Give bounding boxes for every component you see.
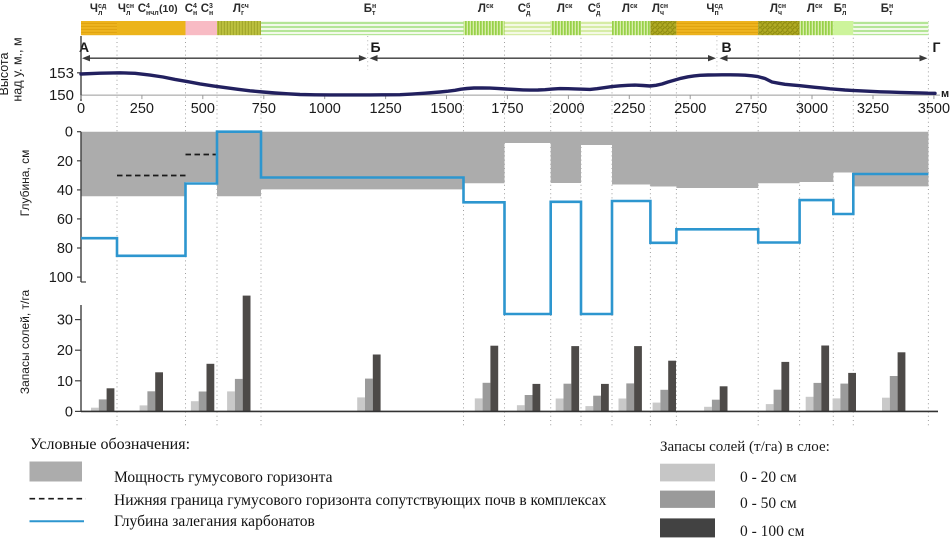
svg-text:Л: Л — [652, 3, 660, 15]
svg-text:3: 3 — [209, 3, 213, 10]
svg-text:г: г — [241, 10, 244, 17]
svg-text:100: 100 — [49, 270, 73, 286]
svg-text:Нижняя граница гумусового гори: Нижняя граница гумусового горизонта сопу… — [114, 492, 607, 509]
svg-text:Глубина, см: Глубина, см — [18, 150, 32, 217]
svg-text:С: С — [138, 3, 146, 15]
svg-text:30: 30 — [57, 313, 73, 329]
svg-text:над у. м., м: над у. м., м — [11, 37, 25, 101]
svg-text:150: 150 — [49, 87, 74, 104]
svg-text:т: т — [372, 10, 376, 17]
svg-text:3000: 3000 — [796, 101, 828, 117]
svg-text:0 - 100 см: 0 - 100 см — [740, 523, 805, 538]
svg-text:2500: 2500 — [674, 101, 706, 117]
svg-text:500: 500 — [191, 101, 215, 117]
svg-text:сн: сн — [126, 3, 134, 10]
svg-text:л: л — [98, 10, 102, 17]
svg-text:Б: Б — [370, 39, 380, 55]
svg-text:А: А — [79, 39, 89, 55]
svg-text:ск: ск — [815, 3, 823, 10]
svg-text:1500: 1500 — [430, 101, 462, 117]
svg-text:Глубина залегания карбонатов: Глубина залегания карбонатов — [114, 513, 315, 530]
svg-text:сч: сч — [241, 3, 249, 10]
svg-text:10: 10 — [57, 374, 73, 390]
svg-text:4: 4 — [193, 3, 197, 10]
svg-text:Условные обозначения:: Условные обозначения: — [30, 436, 190, 453]
svg-text:С: С — [201, 3, 209, 15]
svg-text:20: 20 — [57, 343, 73, 359]
svg-text:Мощность гумусового горизонта: Мощность гумусового горизонта — [114, 469, 333, 486]
svg-text:сн: сн — [660, 3, 668, 10]
svg-text:В: В — [721, 39, 731, 55]
svg-text:Л: Л — [478, 3, 486, 15]
svg-text:60: 60 — [57, 212, 73, 228]
svg-text:0: 0 — [77, 101, 85, 117]
svg-text:Ч: Ч — [90, 3, 98, 15]
svg-text:3500: 3500 — [918, 101, 950, 117]
svg-text:3250: 3250 — [857, 101, 889, 117]
svg-text:0: 0 — [65, 125, 73, 141]
svg-text:Запасы солей (т/га) в слое:: Запасы солей (т/га) в слое: — [660, 439, 830, 455]
svg-text:Г: Г — [933, 39, 941, 55]
svg-text:л: л — [842, 10, 846, 17]
svg-text:сд: сд — [98, 3, 107, 10]
svg-text:л: л — [126, 10, 130, 17]
svg-text:ск: ск — [486, 3, 494, 10]
svg-text:Л: Л — [233, 3, 241, 15]
svg-text:2250: 2250 — [613, 101, 645, 117]
svg-text:ск: ск — [565, 3, 573, 10]
svg-text:н: н — [193, 10, 197, 17]
svg-text:б: б — [596, 2, 601, 10]
svg-text:1750: 1750 — [491, 101, 523, 117]
svg-text:д: д — [526, 10, 531, 17]
svg-text:б: б — [526, 2, 531, 10]
svg-text:Б: Б — [881, 3, 889, 15]
svg-text:С: С — [588, 3, 596, 15]
svg-text:ск: ск — [630, 3, 638, 10]
svg-text:Л: Л — [770, 3, 778, 15]
svg-text:250: 250 — [130, 101, 154, 117]
svg-text:750: 750 — [252, 101, 276, 117]
svg-text:Высота: Высота — [0, 52, 11, 95]
svg-text:0 - 20 см: 0 - 20 см — [740, 469, 797, 486]
svg-text:80: 80 — [57, 241, 73, 257]
svg-text:Л: Л — [807, 3, 815, 15]
svg-text:1000: 1000 — [309, 101, 341, 117]
svg-text:1250: 1250 — [369, 101, 401, 117]
svg-text:Б: Б — [364, 3, 372, 15]
svg-text:Б: Б — [834, 3, 842, 15]
svg-text:н: н — [209, 10, 213, 17]
svg-text:Л: Л — [622, 3, 630, 15]
svg-text:0: 0 — [65, 404, 73, 420]
svg-text:(10): (10) — [159, 3, 178, 15]
svg-text:сн: сн — [778, 3, 786, 10]
svg-text:Ч: Ч — [706, 3, 714, 15]
svg-text:м: м — [941, 88, 949, 100]
svg-text:д: д — [596, 10, 601, 17]
svg-text:т: т — [889, 10, 893, 17]
svg-text:Л: Л — [557, 3, 565, 15]
svg-text:4: 4 — [146, 3, 150, 10]
svg-text:ч: ч — [778, 10, 782, 17]
svg-text:Ч: Ч — [118, 3, 126, 15]
svg-text:нчл: нчл — [146, 10, 159, 17]
svg-text:ч: ч — [660, 10, 664, 17]
svg-text:н: н — [889, 3, 893, 10]
svg-text:153: 153 — [49, 65, 74, 82]
svg-text:п: п — [715, 10, 719, 17]
svg-text:40: 40 — [57, 183, 73, 199]
svg-text:20: 20 — [57, 154, 73, 170]
svg-text:Запасы солей, т/га: Запасы солей, т/га — [18, 290, 32, 395]
svg-text:сд: сд — [715, 3, 724, 10]
svg-text:2000: 2000 — [552, 101, 584, 117]
svg-text:С: С — [518, 3, 526, 15]
svg-text:п: п — [842, 3, 846, 10]
svg-text:2750: 2750 — [735, 101, 767, 117]
svg-text:н: н — [372, 3, 376, 10]
svg-text:0 - 50 см: 0 - 50 см — [740, 495, 797, 512]
svg-text:С: С — [185, 3, 193, 15]
